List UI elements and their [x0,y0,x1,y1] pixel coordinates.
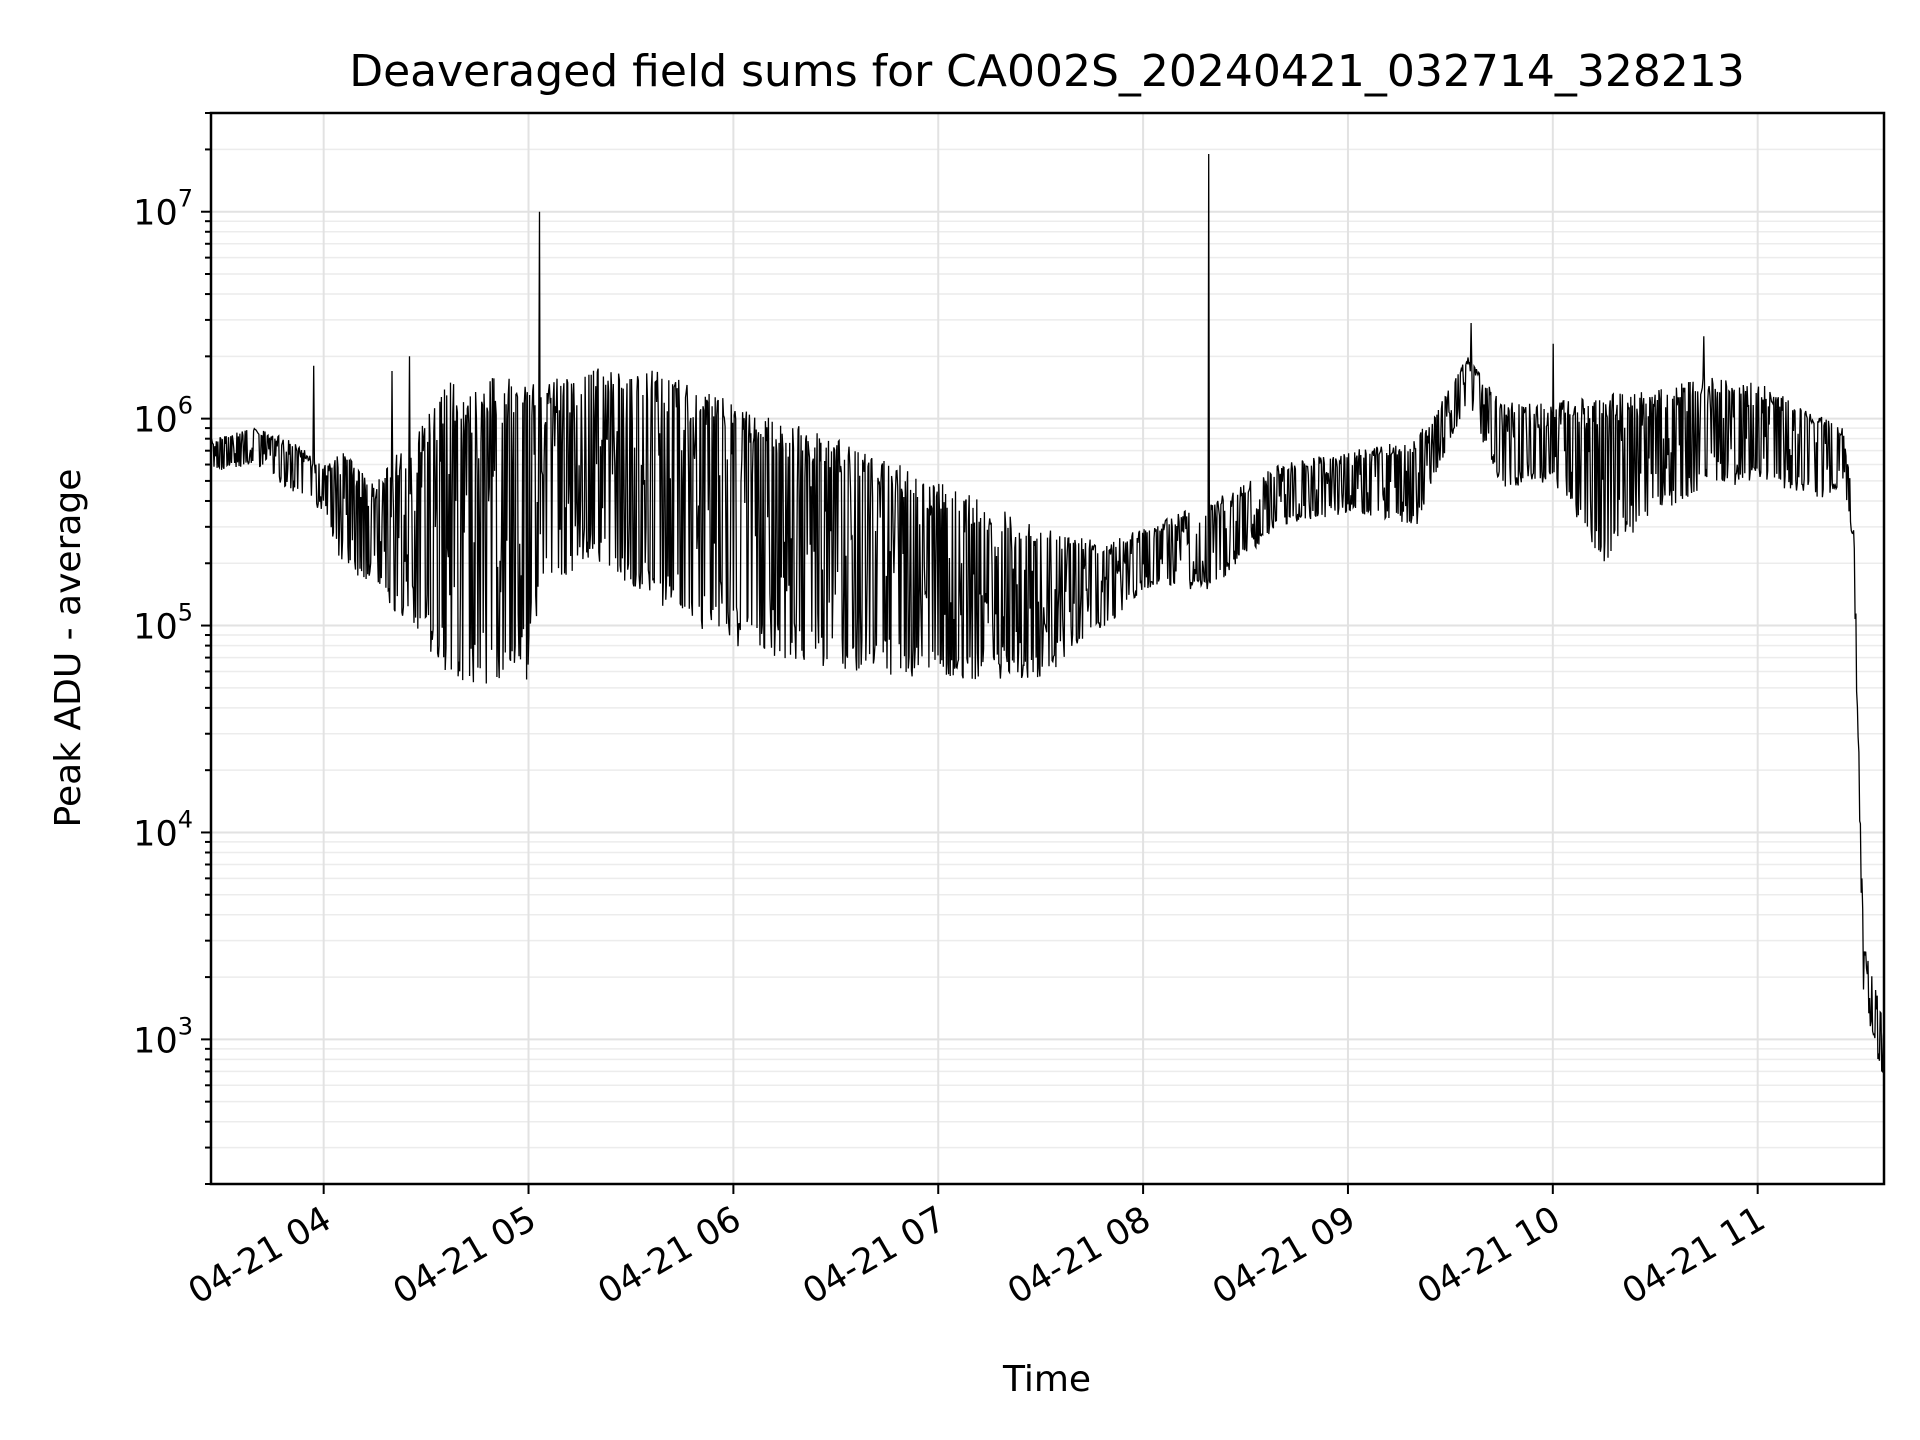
y-tick-label: 103 [133,1012,193,1061]
plot-frame [209,111,1886,1186]
chart-title: Deaveraged field sums for CA002S_2024042… [349,46,1745,97]
y-tick-label: 104 [133,805,193,854]
y-tick-label: 107 [133,185,193,234]
x-axis-label: Time [1002,1359,1091,1400]
y-tick-label: 106 [133,392,193,441]
y-tick-label: 105 [133,599,193,648]
y-axis-label: Peak ADU - average [48,469,89,828]
series-group [211,153,1884,1074]
y-axis: 103 104 105 106 107 [133,112,211,1185]
series-line [211,153,1884,1074]
